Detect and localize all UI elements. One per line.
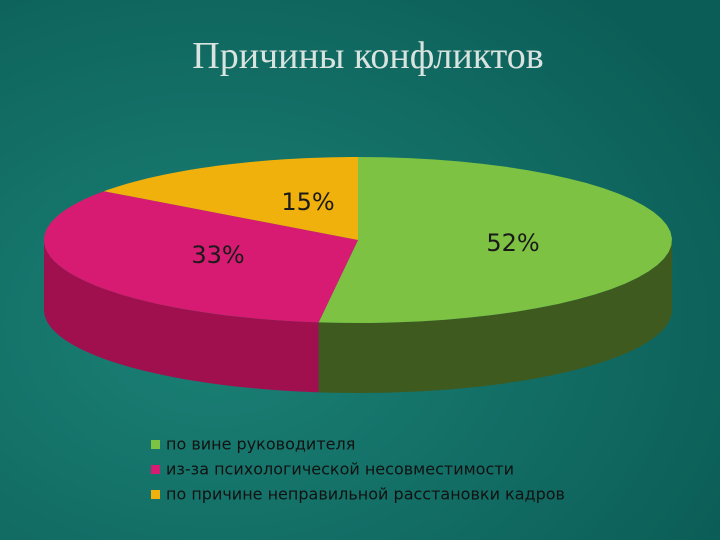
data-label: 33% [191, 241, 244, 269]
pie-slice [318, 157, 672, 323]
pie-slice [103, 157, 358, 240]
legend-swatch [151, 465, 160, 474]
legend-label: по вине руководителя [166, 435, 355, 454]
legend-swatch [151, 490, 160, 499]
data-label: 52% [486, 229, 539, 257]
legend-label: из-за психологической несовместимости [166, 460, 514, 479]
pie-slice [44, 191, 358, 323]
legend: по вине руководителя из-за психологическо… [151, 435, 565, 504]
data-label: 15% [281, 188, 334, 216]
chart-title: Причины конфликтов [192, 35, 543, 77]
pie-side [318, 240, 672, 393]
legend-label: по причине неправильной расстановки кадр… [166, 485, 565, 504]
legend-swatch [151, 440, 160, 449]
pie: 52% 33% 15% [44, 157, 672, 393]
pie-side [44, 240, 319, 393]
